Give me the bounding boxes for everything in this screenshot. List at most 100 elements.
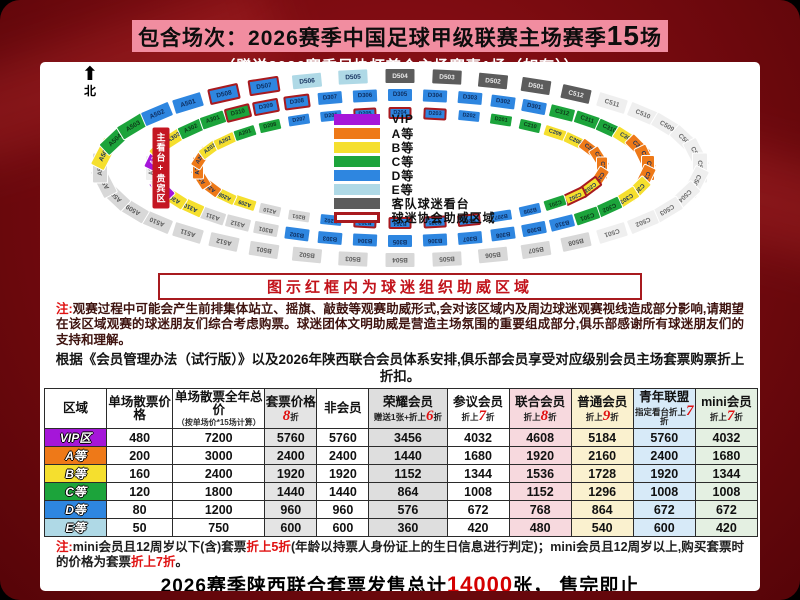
legend-label: A等 (391, 126, 415, 141)
price-cell: 1680 (694, 446, 759, 466)
stadium-section: B302 (283, 225, 311, 244)
tier-label-cell: C等 (43, 482, 108, 502)
legend-item: A等 (333, 126, 496, 141)
price-cell: 2400 (172, 464, 266, 484)
table-header-cell: 套票价格 8折 (264, 387, 318, 430)
mini-member-note: 注:mini会员且12周岁以下(含)套票折上5折(年龄以持票人身份证上的生日信息… (56, 540, 744, 571)
legend-item: C等 (333, 155, 496, 169)
price-cell: 1152 (368, 464, 448, 484)
legend-color-swatch (333, 155, 380, 167)
stadium-section: A512 (206, 231, 241, 254)
stadium-section: B505 (431, 250, 463, 268)
price-cell: 768 (508, 500, 572, 520)
stadium-section: C511 (594, 90, 630, 116)
price-cell: 576 (368, 500, 448, 520)
stadium-section: A502 (139, 100, 175, 128)
stadium-seat-map: ⬆ 北 主看台+贵宾区 VIP A等 B等 C等 D等 E等 客队球迷看台 球迷协会助威区域 … (68, 65, 732, 271)
stadium-section: C502 (625, 208, 661, 236)
stadium-section: D208 (257, 117, 283, 135)
price-table: 区域 单场散票价格 单场散票全年总价 （按单场价*15场计算） 套票价格 8折 非会员 荣耀会… (43, 387, 759, 538)
red-frame-banner: 图示红框内为球迷组织助威区域 (158, 273, 642, 300)
price-cell: 1344 (446, 464, 510, 484)
price-cell: 5760 (632, 428, 696, 448)
price-cell: 960 (316, 500, 370, 520)
north-label: 北 (83, 84, 96, 98)
price-cell: 1344 (694, 464, 759, 484)
stadium-section: D508 (206, 82, 241, 105)
stadium-section: B309 (520, 220, 549, 239)
price-row: C等 120 1800 1440 1440 864 1008 1152 1296 1008 1008 (43, 482, 759, 502)
stadium-section: A210 (257, 201, 283, 219)
title-main: 包含场次：2026赛季中国足球甲级联赛主场赛季 (138, 27, 607, 50)
legend-color-swatch (333, 127, 380, 139)
legend-label: 客队球迷看台 (391, 196, 470, 211)
text-segment: 注: (56, 540, 73, 555)
stadium-section: A511 (170, 220, 206, 246)
stadium-section: D310 (223, 102, 252, 123)
tier-label-cell: A等 (43, 446, 108, 466)
main-stand-vip-banner: 主看台+贵宾区 (152, 127, 170, 209)
legend-label: E等 (391, 182, 414, 197)
price-cell: 1680 (446, 446, 510, 466)
stadium-section: D301 (520, 97, 549, 116)
table-header-cell: 区域 (43, 387, 108, 430)
price-cell: 420 (694, 518, 759, 538)
price-cell: 960 (264, 500, 318, 520)
seat-legend: VIP A等 B等 C等 D等 E等 客队球迷看台 球迷协会助威区域 (333, 111, 496, 225)
price-cell: 1008 (446, 482, 510, 502)
stadium-section: B506 (476, 245, 509, 265)
legend-color-swatch (333, 169, 380, 181)
price-cell: 672 (632, 500, 696, 520)
legend-label: VIP (391, 112, 414, 126)
north-indicator: ⬆ 北 (82, 65, 98, 97)
poster-title: 包含场次：2026赛季中国足球甲级联赛主场赛季15场 (0, 0, 800, 52)
price-cell: 600 (316, 518, 370, 538)
price-cell: 750 (172, 518, 266, 538)
stadium-section: B208 (517, 201, 543, 219)
stadium-section: D505 (337, 68, 369, 86)
stadium-section: D503 (431, 68, 463, 86)
stadium-section: C501 (594, 220, 630, 246)
stadium-section: D506 (291, 71, 324, 90)
price-cell: 360 (368, 518, 448, 538)
stadium-section: A301 (198, 109, 228, 131)
table-header-cell: 单场散票全年总价 （按单场价*15场计算） (172, 387, 266, 430)
price-cell: 50 (106, 518, 174, 538)
legend-color-swatch (333, 211, 380, 223)
price-cell: 80 (106, 500, 174, 520)
price-cell: 1800 (172, 482, 266, 502)
legend-color-swatch (333, 183, 380, 195)
stadium-section: B201 (286, 207, 312, 224)
stadium-section: B305 (387, 234, 413, 248)
stadium-section: D306 (351, 88, 378, 104)
price-cell: 480 (508, 518, 572, 538)
stadium-section: D507 (247, 75, 281, 97)
price-cell: 864 (368, 482, 448, 502)
table-header-cell: 单场散票价格 (106, 387, 174, 430)
table-header-cell: 联合会员 折上8折 (508, 387, 572, 430)
tier-label-cell: VIP区 (43, 428, 108, 448)
legend-item: E等 (333, 182, 496, 197)
stadium-section: D307 (316, 89, 344, 107)
price-cell: 1536 (508, 464, 572, 484)
price-cell: 864 (570, 500, 634, 520)
price-cell: 3456 (368, 428, 448, 448)
legend-label: 球迷协会助威区域 (391, 210, 496, 225)
stadium-section: B501 (247, 239, 281, 261)
stadium-section: D302 (489, 92, 517, 111)
stadium-section: B507 (519, 239, 553, 261)
legend-item: 客队球迷看台 (333, 196, 496, 211)
stadium-section: D504 (384, 68, 416, 84)
price-cell: 1920 (316, 464, 370, 484)
price-cell: 5184 (570, 428, 634, 448)
table-header-cell: 非会员 (316, 387, 370, 430)
table-header-cell: 参议会员 折上7折 (446, 387, 510, 430)
table-header-cell: 普通会员 折上9折 (570, 387, 634, 430)
price-cell: 200 (106, 446, 174, 466)
note-label: 注: (56, 302, 73, 316)
stadium-section: A201 (232, 123, 259, 142)
north-arrow-icon: ⬆ (82, 64, 98, 85)
price-cell: 420 (446, 518, 510, 538)
stadium-section: D304 (421, 88, 449, 104)
legend-label: B等 (391, 140, 415, 155)
